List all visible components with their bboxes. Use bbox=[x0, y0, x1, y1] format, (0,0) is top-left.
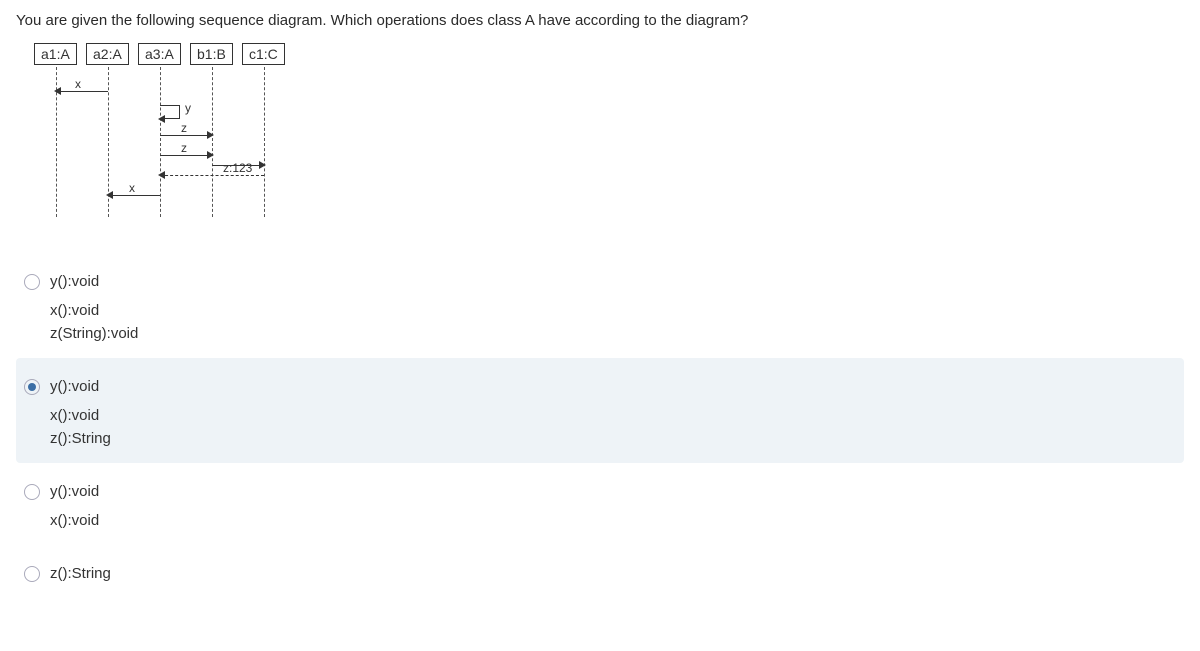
option-1[interactable]: y():void x():void z(String):void bbox=[16, 253, 1184, 358]
lifeline bbox=[160, 67, 161, 217]
option-3[interactable]: y():void x():void bbox=[16, 463, 1184, 545]
answer-options: y():void x():void z(String):void y():voi… bbox=[16, 253, 1184, 602]
option-line: x():void bbox=[50, 512, 1172, 529]
obj-a1: a1:A bbox=[34, 43, 77, 65]
obj-a2: a2:A bbox=[86, 43, 129, 65]
msg-z-2 bbox=[160, 155, 212, 156]
sequence-diagram: a1:A a2:A a3:A b1:B c1:C x y z z z:123 x bbox=[16, 43, 316, 223]
msg-label: x bbox=[128, 181, 136, 195]
radio-fill-icon bbox=[28, 383, 36, 391]
obj-c1: c1:C bbox=[242, 43, 285, 65]
arrow-icon bbox=[207, 131, 214, 139]
lifeline bbox=[212, 67, 213, 217]
option-line: x():void bbox=[50, 302, 1172, 319]
radio-icon[interactable] bbox=[24, 484, 40, 500]
lifeline bbox=[264, 67, 265, 217]
msg-label: z bbox=[180, 121, 188, 135]
option-line: z(String):void bbox=[50, 325, 1172, 342]
msg-x-1 bbox=[56, 91, 108, 92]
arrow-icon bbox=[207, 151, 214, 159]
option-line: z():String bbox=[50, 565, 111, 582]
arrow-icon bbox=[158, 171, 165, 179]
option-line: y():void bbox=[50, 483, 99, 500]
radio-icon[interactable] bbox=[24, 379, 40, 395]
msg-x-2 bbox=[108, 195, 160, 196]
arrow-icon bbox=[106, 191, 113, 199]
arrow-icon bbox=[54, 87, 61, 95]
msg-to-c1 bbox=[212, 165, 264, 166]
option-4[interactable]: z():String bbox=[16, 545, 1184, 602]
option-line: x():void bbox=[50, 407, 1172, 424]
obj-a3: a3:A bbox=[138, 43, 181, 65]
option-2[interactable]: y():void x():void z():String bbox=[16, 358, 1184, 463]
msg-label: x bbox=[74, 77, 82, 91]
question-text: You are given the following sequence dia… bbox=[16, 12, 1184, 29]
arrow-icon bbox=[158, 115, 165, 123]
obj-b1: b1:B bbox=[190, 43, 233, 65]
radio-icon[interactable] bbox=[24, 566, 40, 582]
msg-return-z bbox=[160, 175, 264, 176]
option-line: y():void bbox=[50, 273, 99, 290]
msg-z-1 bbox=[160, 135, 212, 136]
radio-icon[interactable] bbox=[24, 274, 40, 290]
msg-label: z:123 bbox=[222, 161, 253, 175]
msg-label: z bbox=[180, 141, 188, 155]
option-line: y():void bbox=[50, 378, 99, 395]
option-line: z():String bbox=[50, 430, 1172, 447]
msg-label: y bbox=[184, 101, 192, 115]
